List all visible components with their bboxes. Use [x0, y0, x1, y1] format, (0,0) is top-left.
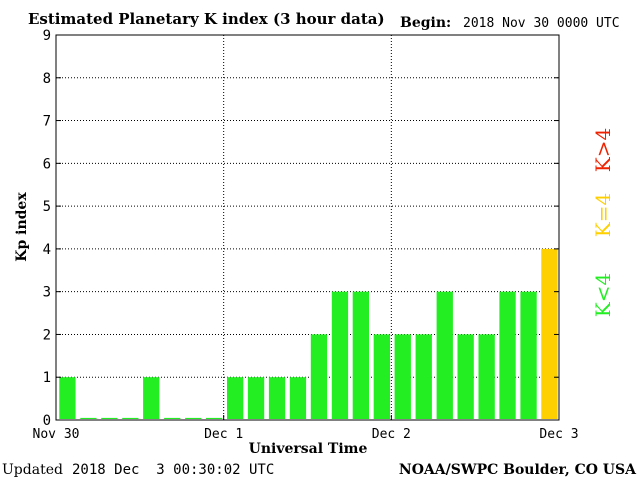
- kp-bar: [268, 377, 286, 419]
- kp-bar: [206, 417, 223, 419]
- x-axis-label: Universal Time: [249, 441, 368, 457]
- bars-group: [59, 248, 558, 419]
- legend-item: K>4: [591, 128, 615, 172]
- kp-bar: [59, 377, 76, 419]
- kp-bar: [185, 417, 202, 419]
- legend-item: K<4: [591, 273, 615, 317]
- plot-frame: [55, 34, 560, 421]
- y-tick-label: 3: [43, 285, 51, 301]
- kp-bar: [164, 417, 181, 419]
- y-tick-label: 1: [43, 370, 51, 386]
- kp-bar: [80, 417, 97, 419]
- x-axis-ticks: Nov 30 Dec 1 Dec 2 Dec 3: [33, 415, 579, 442]
- kp-bar: [247, 377, 265, 419]
- y-tick-label: 0: [43, 413, 51, 429]
- begin-value: 2018 Nov 30 0000 UTC: [463, 16, 620, 31]
- kp-bar: [101, 417, 118, 419]
- x-tick-label: Dec 1: [204, 427, 243, 442]
- legend: K<4 K=4 K>4: [591, 128, 615, 317]
- source-credit: NOAA/SWPC Boulder, CO USA: [399, 462, 637, 478]
- x-tick-label: Nov 30: [33, 427, 80, 442]
- grid-lines: [56, 35, 559, 420]
- kp-bar: [394, 334, 411, 419]
- y-tick-label: 4: [43, 242, 51, 258]
- y-tick-label: 9: [43, 28, 51, 44]
- kp-bar: [520, 291, 537, 419]
- begin-label: Begin:: [400, 15, 451, 31]
- kp-bar: [373, 334, 390, 419]
- updated-label: Updated: [2, 462, 63, 478]
- kp-bar: [331, 291, 349, 419]
- kp-bar: [478, 334, 495, 419]
- x-tick-label: Dec 3: [539, 427, 578, 442]
- kp-bar: [541, 248, 558, 419]
- y-tick-label: 7: [43, 114, 51, 130]
- updated-value: 2018 Dec 3 00:30:02 UTC: [72, 462, 274, 478]
- kp-bar: [289, 377, 307, 419]
- y-tick-label: 6: [43, 156, 51, 172]
- kp-bar: [143, 377, 160, 419]
- y-tick-label: 2: [43, 327, 51, 343]
- x-tick-label: Dec 2: [372, 427, 411, 442]
- kp-bar: [352, 291, 369, 419]
- y-tick-label: 5: [43, 199, 51, 215]
- kp-bar: [457, 334, 474, 419]
- chart-title: Estimated Planetary K index (3 hour data…: [28, 10, 385, 28]
- y-axis-ticks: 0 1 2 3 4 5 6 7 8 9: [43, 28, 559, 429]
- kp-bar: [310, 334, 328, 419]
- kp-bar: [499, 291, 516, 419]
- legend-item: K=4: [591, 193, 615, 237]
- y-tick-label: 8: [43, 71, 51, 87]
- kp-bar: [436, 291, 453, 419]
- kp-bar: [227, 377, 244, 419]
- y-axis-label: Kp index: [14, 192, 30, 262]
- kp-bar: [122, 417, 139, 419]
- kp-bar: [415, 334, 432, 419]
